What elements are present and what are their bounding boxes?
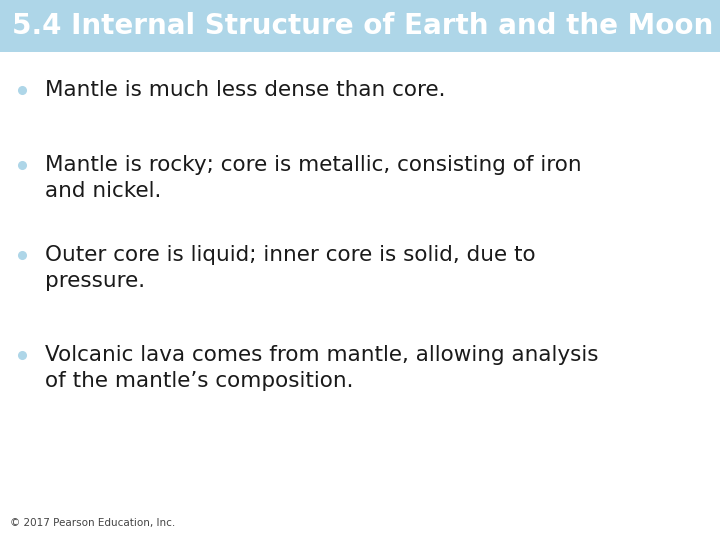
Text: Volcanic lava comes from mantle, allowing analysis
of the mantle’s composition.: Volcanic lava comes from mantle, allowin… (45, 345, 598, 390)
Text: 5.4 Internal Structure of Earth and the Moon: 5.4 Internal Structure of Earth and the … (12, 12, 714, 40)
Bar (0, 0, 720, 52)
Text: Outer core is liquid; inner core is solid, due to
pressure.: Outer core is liquid; inner core is soli… (45, 245, 536, 291)
Text: © 2017 Pearson Education, Inc.: © 2017 Pearson Education, Inc. (10, 518, 175, 528)
Text: Mantle is rocky; core is metallic, consisting of iron
and nickel.: Mantle is rocky; core is metallic, consi… (45, 155, 582, 200)
Text: Mantle is much less dense than core.: Mantle is much less dense than core. (45, 80, 446, 100)
